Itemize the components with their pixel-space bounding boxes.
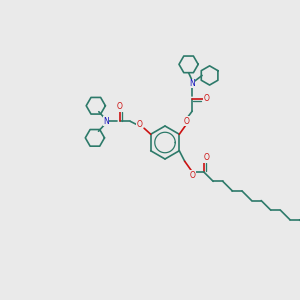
Text: O: O (204, 94, 209, 103)
Text: O: O (189, 171, 195, 180)
Text: O: O (117, 103, 123, 112)
Text: O: O (204, 153, 209, 162)
Text: N: N (189, 79, 195, 88)
Text: O: O (136, 120, 142, 129)
Text: N: N (103, 117, 109, 126)
Text: O: O (184, 117, 190, 126)
